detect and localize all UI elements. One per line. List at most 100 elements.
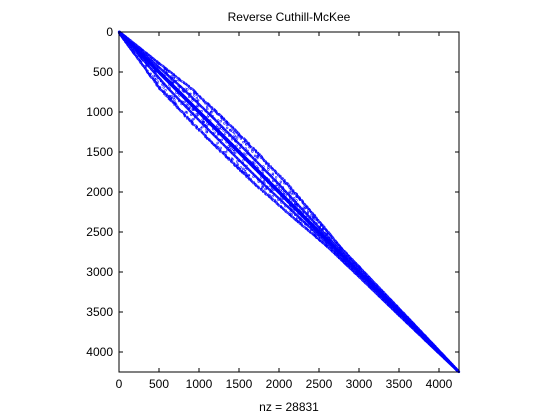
nonzero-marker	[255, 157, 258, 160]
nonzero-marker	[294, 213, 297, 217]
nonzero-marker	[239, 166, 243, 169]
nonzero-marker	[244, 168, 247, 171]
x-tick-label: 0	[116, 377, 123, 391]
nonzero-marker	[234, 151, 237, 155]
nonzero-marker	[237, 135, 240, 139]
nonzero-marker	[238, 146, 242, 150]
nonzero-marker	[288, 197, 292, 201]
nonzero-marker	[231, 130, 234, 133]
nonzero-marker	[264, 187, 267, 191]
nonzero-marker	[227, 158, 230, 161]
nonzero-marker	[251, 148, 254, 152]
x-axis-label: nz = 28831	[259, 400, 319, 414]
y-tick-label: 500	[93, 65, 113, 79]
nonzero-marker	[206, 107, 209, 111]
nonzero-marker	[252, 175, 255, 178]
nonzero-marker	[312, 218, 316, 221]
nonzero-marker	[227, 134, 231, 137]
y-tick-label: 2000	[86, 185, 113, 199]
nonzero-marker	[192, 91, 196, 95]
nonzero-marker	[245, 153, 248, 156]
nonzero-marker	[289, 210, 292, 213]
nonzero-marker	[220, 127, 223, 130]
nonzero-marker	[257, 156, 260, 159]
nonzero-marker	[164, 73, 167, 76]
nonzero-marker	[233, 131, 236, 135]
nonzero-marker	[161, 83, 164, 86]
nonzero-marker	[183, 100, 187, 104]
nonzero-marker	[205, 130, 208, 134]
nonzero-marker	[280, 201, 283, 204]
nonzero-marker	[163, 92, 166, 96]
nonzero-marker	[248, 146, 251, 149]
nonzero-marker	[251, 150, 254, 153]
nonzero-marker	[164, 89, 167, 92]
nonzero-marker	[210, 107, 213, 110]
nonzero-marker	[279, 180, 282, 184]
nonzero-marker	[315, 218, 318, 222]
y-tick-label: 2500	[86, 225, 113, 239]
nonzero-marker	[185, 111, 189, 114]
nonzero-marker	[285, 182, 288, 186]
nonzero-marker	[303, 207, 306, 210]
nonzero-marker	[224, 132, 227, 135]
nonzero-marker	[274, 176, 278, 179]
x-tick-label: 500	[149, 377, 169, 391]
nonzero-marker	[267, 168, 270, 171]
nonzero-marker	[316, 221, 319, 225]
y-tick-label: 1000	[86, 105, 113, 119]
nonzero-marker	[198, 129, 201, 132]
y-tick-label: 3500	[86, 305, 113, 319]
nonzero-marker	[173, 98, 176, 101]
chart-title: Reverse Cuthill-McKee	[228, 10, 351, 24]
x-tick-label: 1000	[186, 377, 213, 391]
nonzero-marker	[245, 143, 248, 146]
nonzero-marker	[163, 68, 167, 71]
nonzero-marker	[183, 114, 187, 118]
nonzero-marker	[177, 78, 180, 82]
nonzero-marker	[242, 141, 245, 144]
nonzero-marker	[236, 160, 239, 163]
nonzero-marker	[162, 86, 165, 89]
nonzero-marker	[206, 115, 209, 119]
nonzero-marker	[277, 198, 280, 202]
nonzero-marker	[175, 104, 178, 107]
nonzero-marker	[231, 127, 234, 130]
nonzero-marker	[229, 129, 232, 132]
nonzero-marker	[227, 145, 230, 148]
nonzero-marker	[292, 192, 295, 196]
x-tick-label: 4000	[426, 377, 453, 391]
nonzero-marker	[186, 88, 189, 91]
nonzero-marker	[212, 109, 216, 112]
nonzero-marker	[261, 183, 264, 186]
nonzero-marker	[219, 120, 223, 123]
plot-area: 0 500 1000 1500 2000 2500 3000 3500 4000 0500100…	[86, 25, 461, 391]
nonzero-marker	[220, 138, 223, 142]
nonzero-marker	[226, 148, 229, 152]
nonzero-marker	[253, 154, 257, 158]
nonzero-marker	[295, 195, 299, 199]
nonzero-marker	[232, 150, 236, 153]
x-tick-label: 3500	[386, 377, 413, 391]
x-tick-label: 2000	[266, 377, 293, 391]
nonzero-marker	[151, 58, 154, 61]
nonzero-marker	[183, 90, 186, 94]
nonzero-marker	[281, 189, 284, 192]
y-tick-label: 4000	[86, 345, 113, 359]
nonzero-marker	[241, 171, 244, 174]
nonzero-marker	[193, 94, 196, 97]
nonzero-marker	[291, 200, 294, 203]
nonzero-marker	[272, 179, 275, 183]
x-axis-ticks: 0 500 1000 1500 2000 2500 3000 3500 4000	[116, 32, 453, 391]
nonzero-marker	[213, 131, 216, 135]
nonzero-marker	[230, 148, 233, 151]
nonzero-marker	[329, 235, 332, 238]
nonzero-marker	[210, 111, 213, 114]
y-tick-label: 0	[106, 25, 113, 39]
x-tick-label: 3000	[346, 377, 373, 391]
nonzero-marker	[191, 118, 194, 122]
nonzero-marker	[261, 169, 264, 172]
nonzero-marker	[277, 184, 280, 187]
nonzero-marker	[186, 104, 189, 107]
nonzero-marker	[197, 104, 200, 108]
